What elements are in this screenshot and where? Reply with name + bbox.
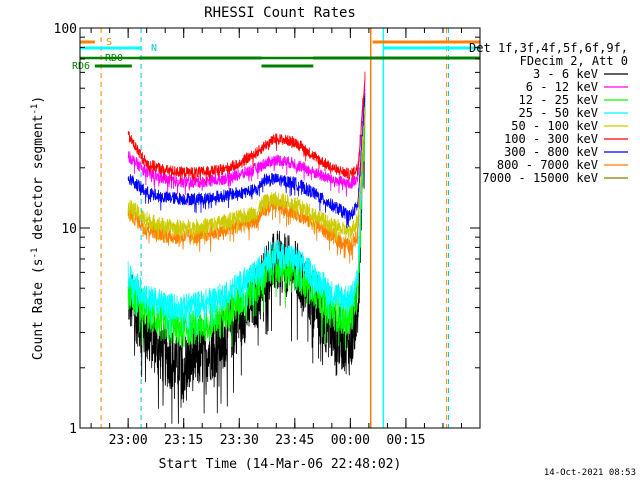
- series-line: [127, 71, 366, 184]
- y-axis-label-sup2: -1: [30, 104, 40, 115]
- x-axis-ticks: 23:00 23:15 23:30 23:45 00:00 00:15: [90, 28, 462, 448]
- series-line: [127, 115, 366, 264]
- series-line: [127, 99, 366, 338]
- x-axis-label: Start Time (14-Mar-06 22:48:02): [159, 457, 402, 472]
- y-axis-label-part1: Count Rate (s: [31, 258, 46, 360]
- series-line: [127, 88, 366, 229]
- x-tick-label: 23:15: [164, 433, 203, 448]
- legend-entry-label: 50 - 100 keV: [511, 119, 598, 133]
- y-tick-label: 1: [69, 422, 77, 437]
- flag-label-rd6: RD6: [72, 61, 90, 72]
- legend-entry-label: 6 - 12 keV: [526, 80, 598, 94]
- x-tick-label: 23:30: [220, 433, 259, 448]
- y-axis-label-part2: detector segment: [31, 115, 46, 248]
- y-axis-label-close: ): [31, 96, 46, 104]
- legend-entry-label: 12 - 25 keV: [519, 93, 598, 107]
- x-tick-label: 00:15: [386, 433, 425, 448]
- timestamp: 14-Oct-2021 08:53: [544, 468, 636, 478]
- flag-lines-layer: [80, 28, 480, 428]
- series-line: [127, 75, 366, 197]
- x-tick-label: 23:45: [275, 433, 314, 448]
- legend-entry-label: 7000 - 15000 keV: [482, 171, 598, 185]
- legend-entry-label: 100 - 300 keV: [504, 132, 598, 146]
- series-layer: [127, 71, 366, 424]
- x-tick-label: 00:00: [331, 433, 370, 448]
- legend-header-line2: FDecim 2, Att 0: [520, 54, 628, 68]
- y-tick-label: 100: [54, 22, 77, 37]
- y-axis-label: Count Rate (s-1 detector segment-1): [30, 96, 46, 360]
- series-line: [127, 103, 366, 351]
- legend-entry-label: 300 - 800 keV: [504, 145, 598, 159]
- chart-title: RHESSI Count Rates: [204, 5, 356, 21]
- legend-entry-label: 800 - 7000 keV: [497, 158, 598, 172]
- y-axis-ticks: 1 10 100: [54, 22, 480, 437]
- x-tick-label: 23:00: [109, 433, 148, 448]
- flag-labels-layer: S N RD0 RD6: [72, 37, 157, 72]
- y-tick-label: 10: [61, 222, 77, 237]
- legend: Det 1f,3f,4f,5f,6f,9f, FDecim 2, Att 0 3…: [469, 41, 628, 185]
- y-axis-label-sup1: -1: [30, 248, 40, 259]
- legend-entry-label: 3 - 6 keV: [533, 67, 598, 81]
- series-line: [127, 101, 366, 246]
- flag-label-rd0: RD0: [105, 53, 123, 64]
- legend-header-line1: Det 1f,3f,4f,5f,6f,9f,: [469, 41, 628, 55]
- flag-label-n: N: [151, 43, 157, 54]
- legend-entry-label: 25 - 50 keV: [519, 106, 598, 120]
- flag-label-s: S: [106, 37, 112, 48]
